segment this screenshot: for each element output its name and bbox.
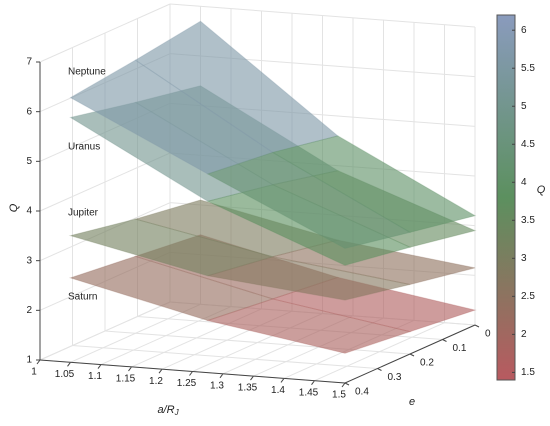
colorbar-tick-label: 4 (521, 177, 527, 188)
colorbar-tick-label: 3.5 (521, 215, 535, 226)
y-tick (409, 353, 415, 357)
y-tick-label: 0.1 (453, 343, 467, 354)
x-tick (311, 380, 315, 386)
y-tick (377, 368, 382, 371)
x-tick-label: 1.5 (332, 390, 346, 401)
series-label: Neptune (68, 67, 106, 78)
colorbar-tick-label: 2.5 (521, 291, 535, 302)
x-tick-label: 1 (31, 367, 37, 378)
grid-line (104, 330, 411, 355)
x-tick-label: 1.35 (238, 383, 258, 394)
x-tick (67, 361, 71, 367)
y-tick-label: 0.2 (420, 358, 434, 369)
x-tick (219, 373, 224, 379)
z-tick-label: 1 (26, 355, 32, 366)
z-tick-label: 4 (26, 206, 32, 217)
x-axis-title-main: a/R (157, 404, 174, 416)
x-tick-label: 1.4 (271, 385, 285, 396)
colorbar-title: Q (537, 184, 546, 196)
y-tick-label: 0.3 (388, 372, 402, 383)
x-tick (189, 371, 193, 376)
surface-patch (207, 256, 411, 301)
colorbar-tick-label: 3 (521, 253, 527, 264)
y-tick (344, 382, 350, 386)
colorbar-tick-label: 2 (521, 329, 527, 340)
colorbar (496, 14, 516, 381)
x-axis-title: a/RJ (157, 404, 179, 417)
colorbar-tick-label: 4.5 (521, 139, 535, 150)
x-tick-label: 1.45 (299, 387, 319, 398)
z-tick-label: 7 (26, 57, 32, 68)
x-axis-title-sub: J (174, 408, 180, 417)
y-tick (442, 339, 447, 342)
x-tick (250, 375, 254, 381)
series-label: Saturn (68, 292, 97, 303)
surfaces (68, 20, 477, 354)
colorbar-tick-label: 6 (521, 25, 527, 36)
z-tick-label: 2 (26, 305, 32, 316)
x-tick (128, 366, 132, 372)
z-tick-label: 6 (26, 106, 32, 117)
x-tick-label: 1.3 (210, 380, 224, 391)
colorbar-tick-label: 5 (521, 101, 527, 112)
grid-line (39, 3, 171, 63)
z-tick-label: 3 (26, 255, 32, 266)
x-tick (158, 368, 163, 374)
x-tick-label: 1.25 (177, 378, 197, 389)
grid-line (72, 345, 378, 369)
x-tick (280, 378, 285, 383)
series-label: Uranus (68, 142, 100, 153)
x-tick (341, 382, 346, 388)
grid-line (39, 301, 171, 361)
y-tick-label: 0.4 (355, 387, 369, 398)
surface-patch (205, 298, 412, 354)
grid-line (169, 3, 476, 28)
x-tick-label: 1.1 (88, 371, 102, 382)
colorbar-tick-label: 1.5 (521, 367, 535, 378)
x-tick (36, 359, 41, 365)
y-tick (474, 324, 480, 328)
series-label: Jupiter (68, 208, 99, 219)
x-tick-label: 1.15 (116, 374, 136, 385)
y-tick-label: 0 (485, 329, 491, 340)
x-tick (97, 364, 102, 369)
x-tick-label: 1.05 (55, 369, 75, 380)
colorbar-tick-label: 5.5 (521, 63, 535, 74)
surface-patch (206, 151, 412, 249)
labels: 1 1.05 1.1 1.15 1.2 1.25 1.3 1.35 1.4 1.45 1.5 0 0.1… (26, 57, 491, 401)
z-tick-label: 5 (26, 156, 32, 167)
x-tick-label: 1.2 (149, 376, 163, 387)
y-axis-title: e (409, 396, 415, 408)
z-axis-title: Q (8, 203, 20, 212)
y-axis (344, 324, 476, 384)
x-axis (39, 359, 346, 384)
